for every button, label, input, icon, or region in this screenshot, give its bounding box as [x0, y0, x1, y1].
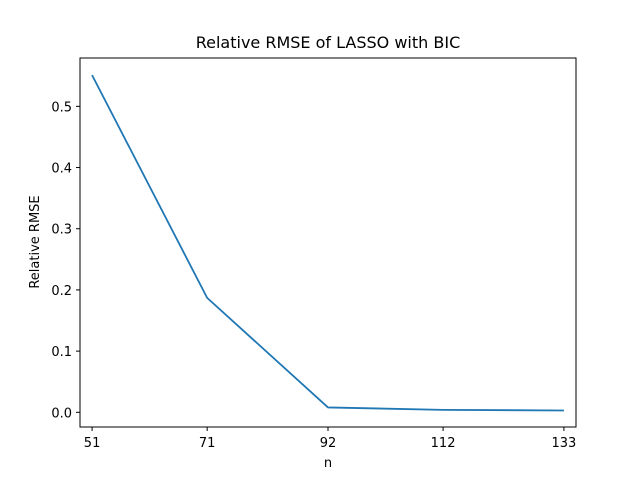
y-tick-label: 0.2	[51, 284, 72, 299]
y-axis: 0.0 0.1 0.2 0.3 0.4 0.5	[51, 100, 80, 421]
x-tick-label: 71	[199, 436, 216, 451]
y-axis-label: Relative RMSE	[28, 195, 43, 288]
y-tick-label: 0.0	[51, 406, 72, 421]
x-axis: 51 71 92 112 133	[84, 427, 577, 451]
y-tick-label: 0.1	[51, 345, 72, 360]
plot-area	[91, 74, 564, 412]
x-tick-label: 51	[84, 436, 101, 451]
chart-title: Relative RMSE of LASSO with BIC	[196, 33, 461, 52]
x-tick-label: 112	[431, 436, 456, 451]
x-axis-label: n	[324, 456, 332, 471]
y-tick-label: 0.4	[51, 162, 72, 177]
y-tick-label: 0.5	[51, 100, 72, 115]
y-tick-label: 0.3	[51, 223, 72, 238]
series-line-0	[91, 74, 564, 412]
x-tick-label: 92	[320, 436, 337, 451]
x-tick-label: 133	[552, 436, 577, 451]
